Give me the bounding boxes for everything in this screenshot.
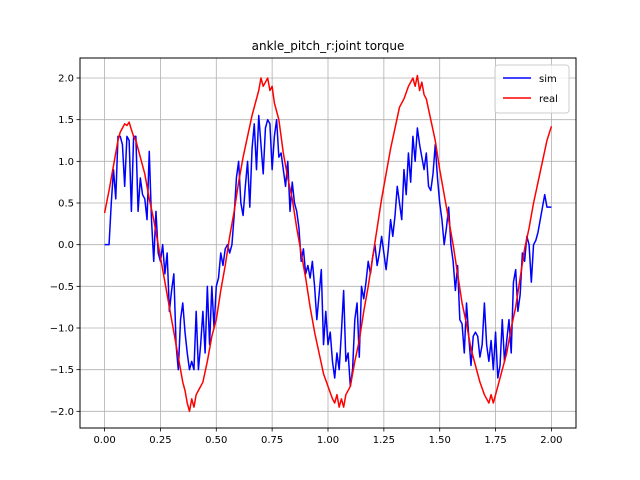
x-tick-label: 0.00 [93, 435, 115, 446]
y-tick-label: 2.0 [58, 74, 74, 85]
series-line-sim [104, 114, 552, 388]
x-tick-label: 0.25 [149, 435, 171, 446]
series-layer [103, 74, 553, 413]
y-tick-label: −2.0 [50, 407, 74, 418]
ticks: 0.00 0.25 0.50 0.75 1.00 1.25 1.50 1.75 2.00 −2.0… [50, 74, 563, 447]
y-tick-label: −1.5 [50, 365, 74, 376]
x-tick-label: 1.75 [484, 435, 506, 446]
x-tick-label: 1.00 [317, 435, 339, 446]
chart-title: ankle_pitch_r:joint torque [252, 39, 405, 53]
x-tick-label: 0.75 [261, 435, 283, 446]
legend-label-sim: sim [539, 74, 557, 85]
y-tick-label: 1.5 [58, 115, 74, 126]
legend-box [494, 64, 570, 114]
y-tick-label: −0.5 [50, 282, 74, 293]
x-tick-label: 2.00 [540, 435, 562, 446]
x-tick-label: 1.25 [373, 435, 395, 446]
legend-label-real: real [539, 94, 558, 105]
y-tick-label: −1.0 [50, 324, 74, 335]
x-tick-label: 0.50 [205, 435, 227, 446]
y-tick-label: 1.0 [58, 157, 74, 168]
x-tick-label: 1.50 [429, 435, 451, 446]
y-tick-label: 0.0 [58, 240, 74, 251]
y-tick-label: 0.5 [58, 199, 74, 210]
series-line-real [103, 74, 553, 413]
legend: sim real [494, 64, 570, 114]
